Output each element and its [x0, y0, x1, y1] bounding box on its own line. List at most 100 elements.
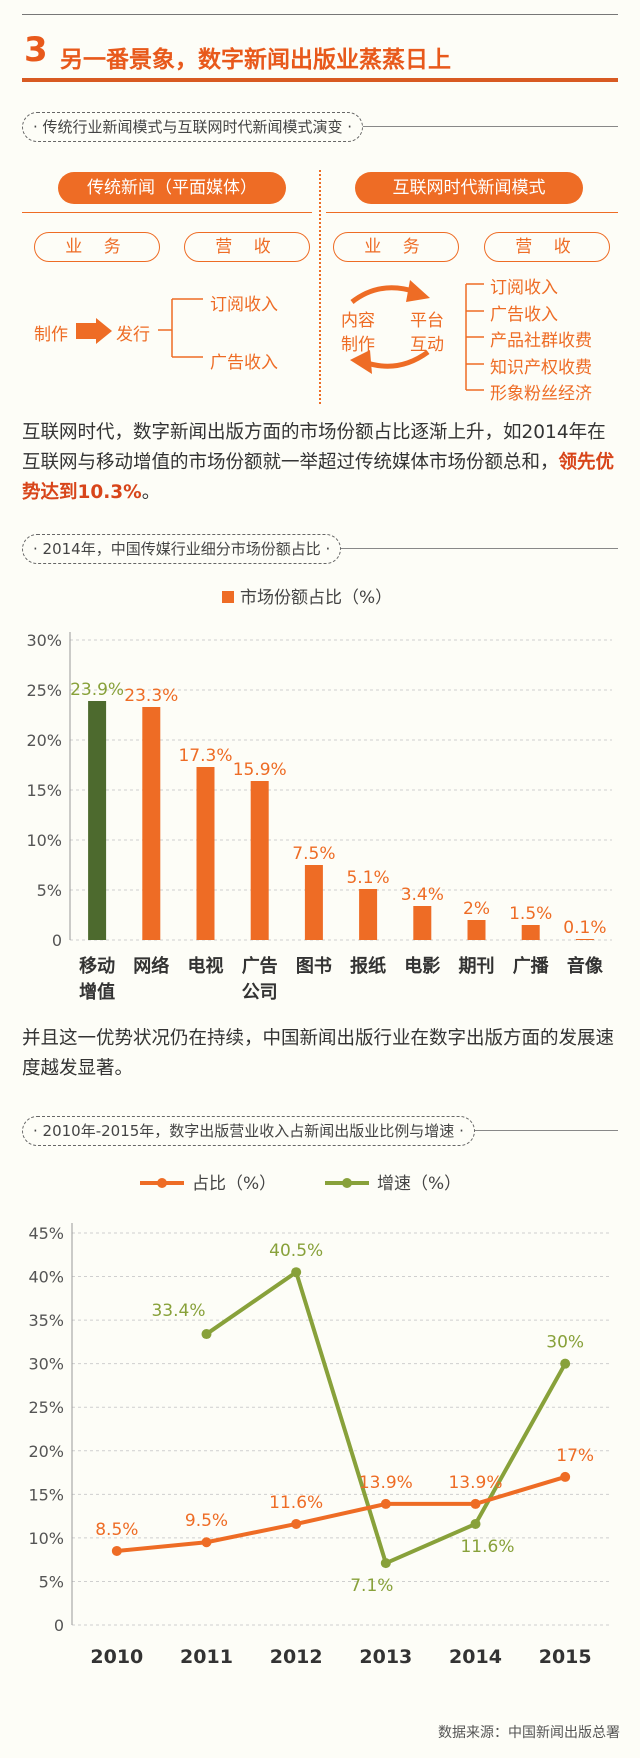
line-point	[291, 1518, 302, 1529]
flow-distribute: 发行	[116, 325, 150, 345]
bar-legend-swatch	[222, 591, 234, 603]
bar-value-label: 5.1%	[346, 868, 389, 888]
page-title: 另一番景象，数字新闻出版业蒸蒸日上	[60, 47, 451, 73]
bar-value-label: 23.9%	[70, 680, 124, 700]
intro-highlight: 领先优势达到10.3%	[22, 452, 615, 503]
line-value-label: 30%	[546, 1333, 584, 1353]
bar	[413, 906, 432, 940]
bar-category-label: 广告	[242, 955, 278, 977]
title-underline	[22, 78, 618, 82]
bar-y-tick: 15%	[26, 781, 62, 800]
bar	[142, 707, 161, 940]
line-y-tick: 20%	[28, 1442, 64, 1461]
bar	[521, 925, 540, 940]
bar-y-tick: 10%	[26, 831, 62, 850]
line-value-label: 13.9%	[359, 1473, 413, 1493]
bar-value-label: 0.1%	[563, 918, 606, 938]
line-x-tick: 2014	[449, 1646, 502, 1668]
line-x-tick: 2012	[270, 1646, 323, 1668]
intro-text: 互联网时代，数字新闻出版方面的市场份额占比逐渐上升，如2014年在互联网与移动增…	[22, 422, 606, 473]
bar	[88, 701, 107, 940]
line-point	[111, 1545, 122, 1556]
line-point	[380, 1558, 391, 1569]
right-income-ip: 知识产权收费	[490, 358, 592, 378]
line-x-tick: 2011	[180, 1646, 233, 1668]
internet-news-badge: 互联网时代新闻模式	[355, 172, 583, 204]
line-point	[201, 1329, 212, 1340]
bar-category-label: 图书	[296, 956, 332, 977]
right-income-community: 产品社群收费	[490, 331, 592, 351]
flow-arrow-icon	[76, 318, 112, 344]
bar-value-label: 7.5%	[292, 844, 335, 864]
bar-y-tick: 5%	[37, 881, 62, 900]
line-point	[560, 1358, 571, 1369]
line-point	[201, 1537, 212, 1548]
right-income-fans: 形象粉丝经济	[490, 384, 592, 404]
line-point	[380, 1498, 391, 1509]
line-y-tick: 30%	[28, 1355, 64, 1374]
section3-pill: · 2010年-2015年，数字出版营业收入占新闻出版业比例与增速 ·	[22, 1116, 475, 1146]
line-point	[470, 1498, 481, 1509]
cycle-produce: 制作	[341, 335, 375, 355]
right-income-subscription: 订阅收入	[490, 278, 558, 298]
left-income-ads: 广告收入	[210, 353, 278, 373]
bar-category-label: 增值	[79, 981, 115, 1003]
bar-category-label: 公司	[242, 982, 278, 1003]
bar-y-tick: 30%	[26, 631, 62, 650]
section2-pill: · 2014年，中国传媒行业细分市场份额占比 ·	[22, 534, 342, 564]
second-paragraph: 并且这一优势状况仍在持续，中国新闻出版行业在数字出版方面的发展速度越发显著。	[22, 1028, 615, 1079]
line-series-path	[116, 1474, 566, 1553]
bar-category-label: 网络	[133, 955, 169, 977]
line-value-label: 8.5%	[95, 1520, 138, 1540]
cycle-content: 内容	[341, 311, 375, 331]
line-point	[470, 1518, 481, 1529]
bar	[250, 781, 269, 940]
right-divider	[326, 212, 618, 213]
bar-value-label: 1.5%	[509, 904, 552, 924]
left-revenue-label: 营 收	[184, 232, 310, 262]
bar-category-label: 音像	[567, 955, 604, 977]
bar-category-label: 移动	[79, 955, 115, 977]
line-legend-dot	[342, 1178, 352, 1188]
cycle-arrows-icon	[350, 280, 430, 374]
line-chart: 占比（%） 增速（%） 0 5% 10% 15% 20% 25% 30% 35% 40% 45% 201…	[28, 1174, 610, 1668]
bar-category-label: 广播	[513, 955, 550, 977]
line-y-tick: 0	[54, 1616, 64, 1635]
bar-value-label: 2%	[463, 899, 490, 919]
right-bracket	[465, 283, 484, 391]
line-value-label: 13.9%	[448, 1473, 502, 1493]
line-y-tick: 45%	[28, 1224, 64, 1243]
section-number: 3	[24, 30, 48, 70]
bar	[359, 889, 378, 940]
cycle-interact: 互动	[410, 335, 444, 355]
bar	[575, 939, 594, 940]
line-value-label: 11.6%	[460, 1537, 514, 1557]
line-value-label: 11.6%	[269, 1493, 323, 1513]
top-rule	[22, 14, 618, 15]
line-y-tick: 40%	[28, 1268, 64, 1287]
left-bracket	[158, 298, 203, 358]
bar	[196, 767, 215, 940]
bar-y-tick: 25%	[26, 681, 62, 700]
bar-y-tick: 0	[52, 931, 62, 950]
line-series-path	[205, 1269, 567, 1566]
left-divider	[22, 212, 312, 213]
bar-category-label: 电视	[188, 955, 224, 977]
line-legend-label: 占比（%）	[192, 1174, 276, 1194]
line-value-label: 17%	[556, 1446, 594, 1466]
line-x-tick: 2015	[539, 1646, 592, 1668]
line-value-label: 40.5%	[269, 1241, 323, 1261]
center-dotted-divider	[319, 170, 321, 404]
data-source: 数据来源：中国新闻出版总署	[438, 1725, 620, 1741]
line-point	[560, 1471, 571, 1482]
left-business-label: 业 务	[34, 232, 160, 262]
line-value-label: 7.1%	[350, 1576, 393, 1596]
line-x-tick: 2010	[90, 1646, 143, 1668]
bar-category-label: 报纸	[350, 955, 386, 977]
section1-pill: · 传统行业新闻模式与互联网时代新闻模式演变 ·	[22, 112, 364, 142]
right-income-ads: 广告收入	[490, 305, 558, 325]
bar-value-label: 15.9%	[233, 760, 287, 780]
line-y-tick: 5%	[39, 1572, 64, 1591]
line-value-label: 33.4%	[151, 1301, 205, 1321]
line-x-tick: 2013	[359, 1646, 412, 1668]
